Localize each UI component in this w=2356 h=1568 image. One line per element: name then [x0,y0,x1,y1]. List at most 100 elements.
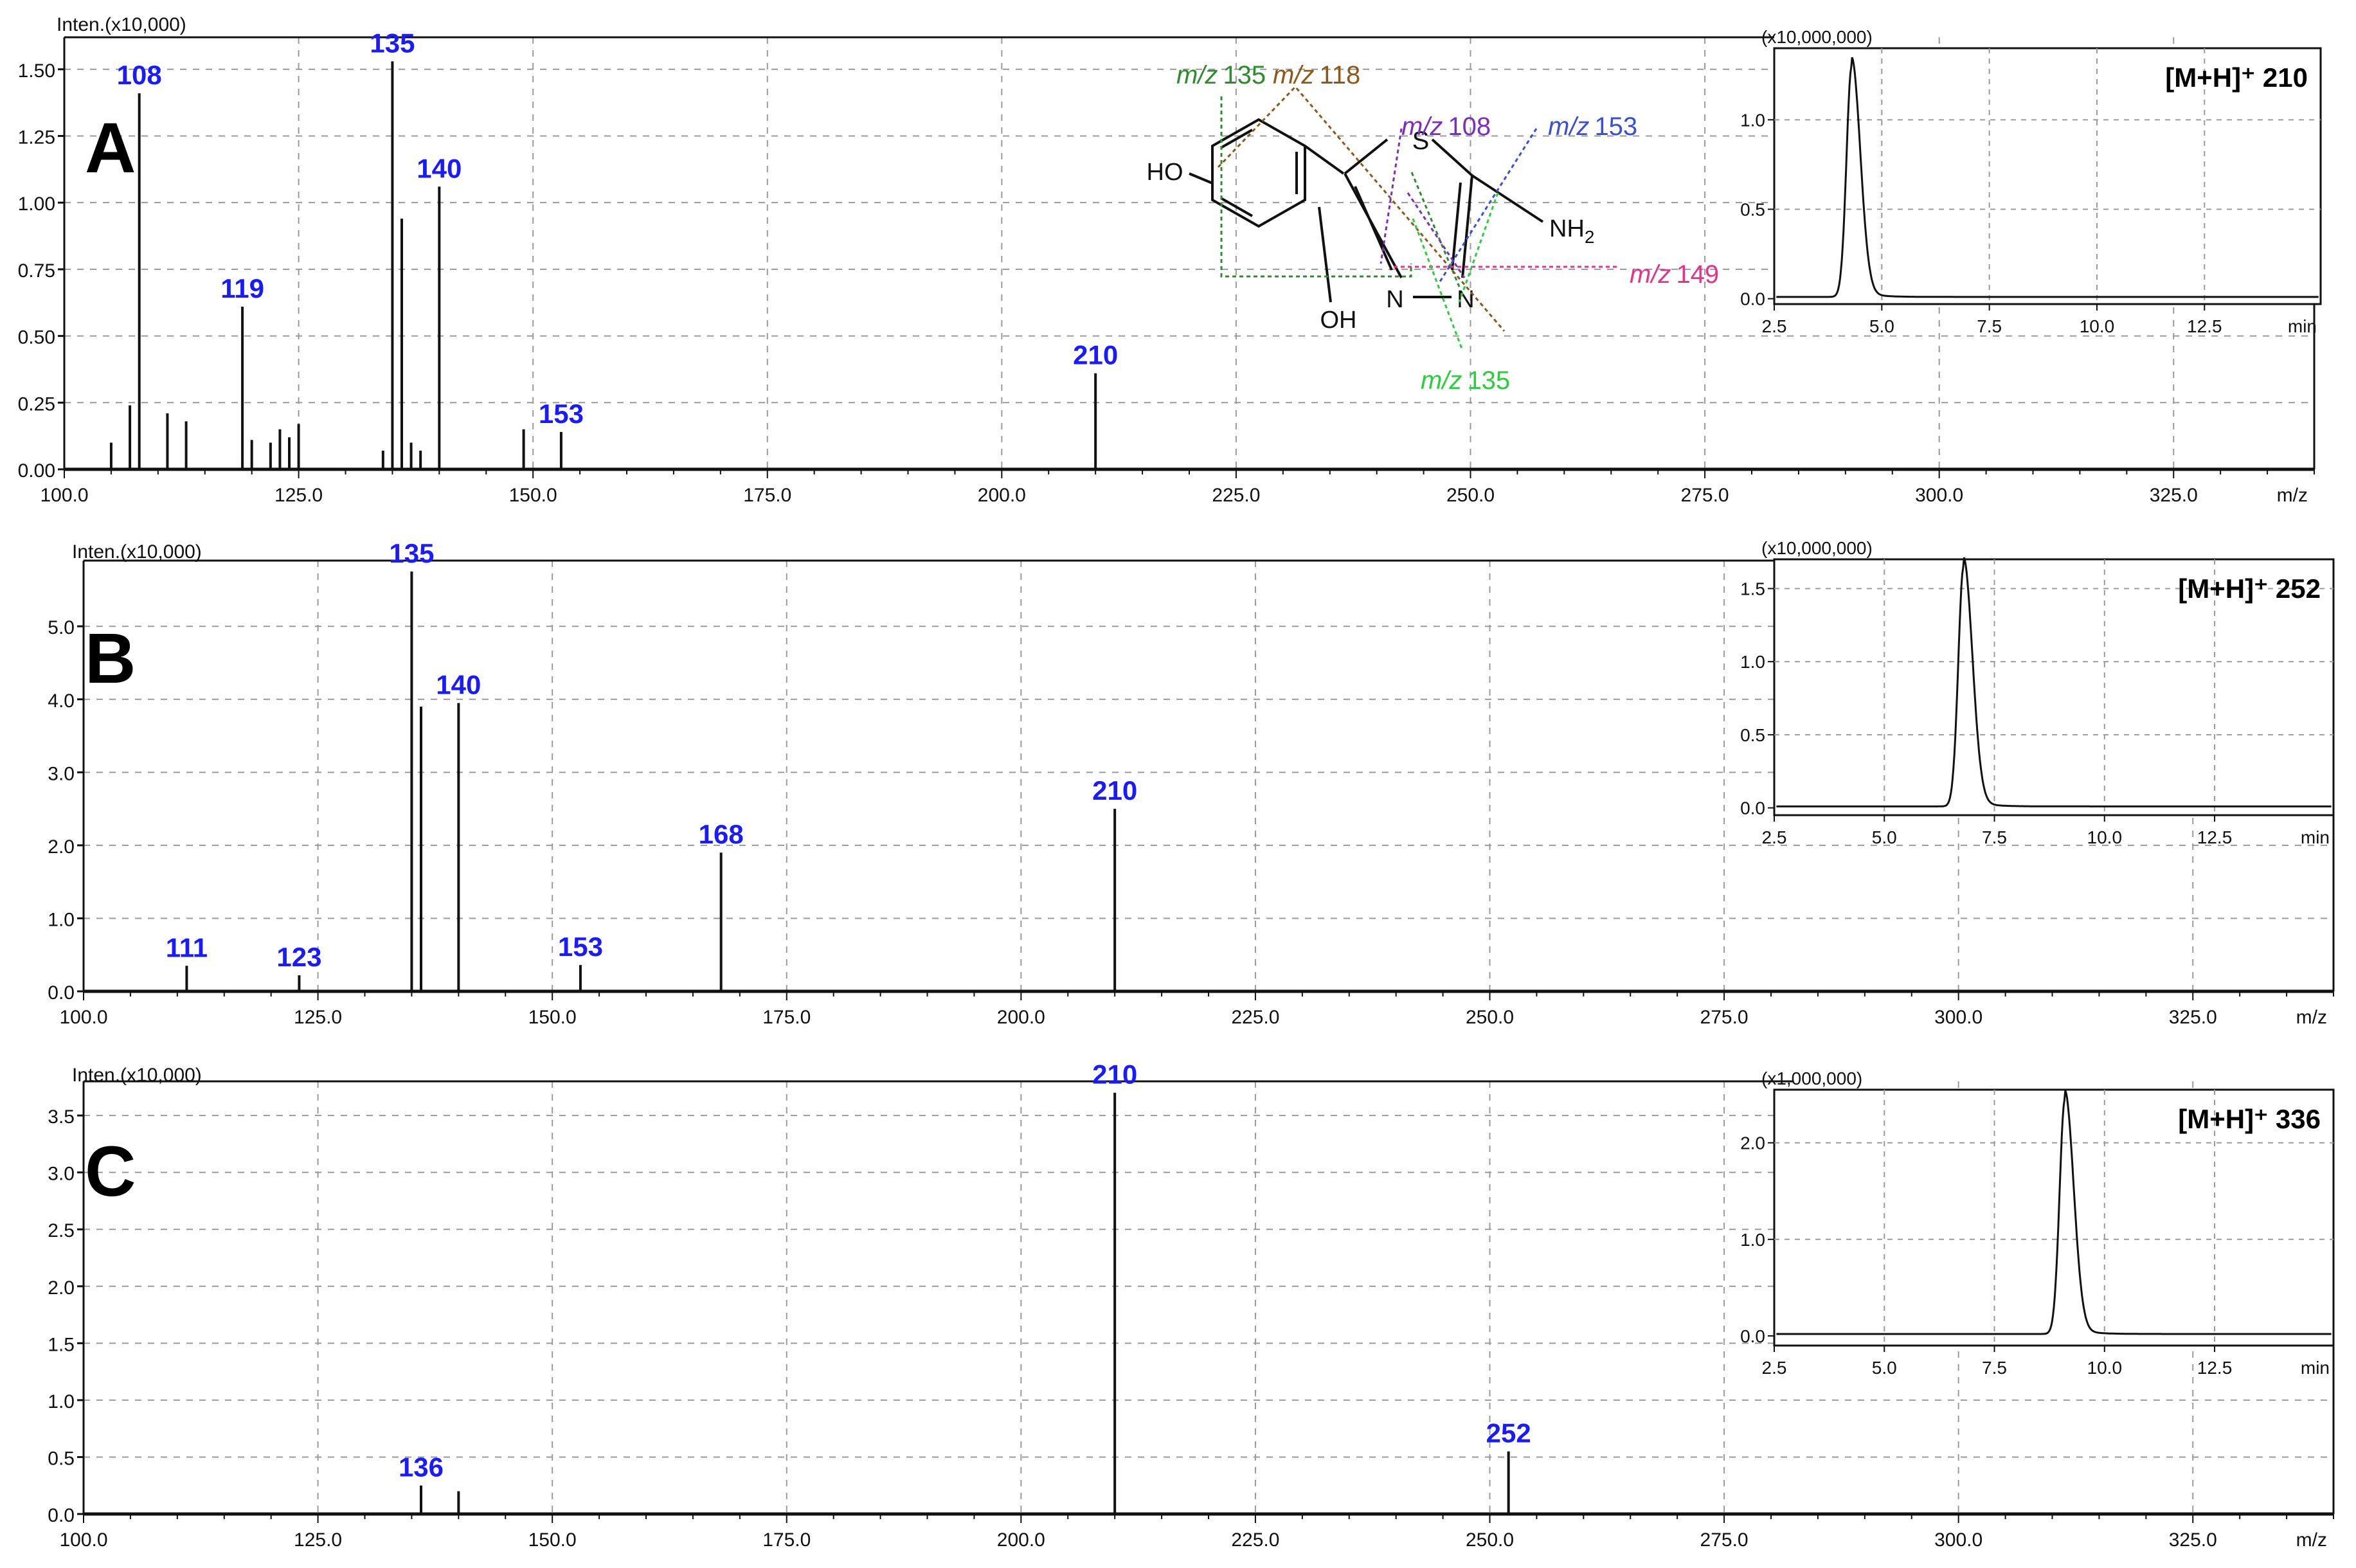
chromatogram-trace [1776,557,2332,807]
peak-label: 111 [166,932,208,962]
inset-x-tick-label: 7.5 [1982,827,2007,847]
atom-nh2-main: NH [1549,215,1585,242]
atom-oh: OH [1320,307,1357,334]
y-tick-label: 0.0 [48,1505,75,1526]
y-tick-label: 0.0 [48,982,75,1004]
inset-y-tick-label: 0.0 [1740,798,1765,818]
benzene-inner-bond-3 [1220,129,1253,149]
frag-149-prefix: m/z [1630,260,1671,289]
inset-x-tick-label: 10.0 [2080,316,2115,336]
peak-label: 168 [699,819,744,849]
y-tick-label: 3.0 [48,763,75,784]
x-axis-label: m/z [2296,1529,2327,1551]
intensity-units-label: Inten.(x10,000) [57,14,186,35]
y-tick-label: 2.0 [48,1277,75,1299]
y-tick-label: 1.5 [48,1334,75,1355]
frag-line-135-top [1220,96,1412,278]
peak-label: 123 [276,942,321,972]
x-tick-label: 100.0 [40,485,88,506]
peak-label: 210 [1092,775,1137,806]
peak-label: 108 [117,60,162,90]
frag-label-135-bottom: m/z 135 [1421,366,1510,395]
frag-line-108 [1380,128,1403,264]
x-tick-label: 150.0 [528,1007,577,1028]
y-tick-label: 3.5 [48,1106,75,1128]
frag-135-bottom-prefix: m/z [1421,366,1462,395]
frag-118-prefix: m/z [1273,61,1314,89]
y-tick-label: 3.0 [48,1164,75,1185]
panel-c: 0.0 0.5 1.0 1.5 2.0 2.5 3.0 3.5 100.0 125.0 150.0 1… [48,1059,2335,1551]
y-tick-label: 0.50 [18,327,55,348]
x-tick-label: 250.0 [1466,1529,1514,1551]
peak-label: 252 [1486,1418,1531,1448]
panel-letter: A [85,109,136,188]
x-tick-label: 100.0 [59,1007,107,1028]
x-tick-label: 125.0 [294,1007,342,1028]
peak-label: 140 [436,669,481,699]
inset-y-tick-label: 2.0 [1740,1133,1765,1153]
frag-line-135-bottom [1412,218,1464,351]
y-tick-label: 0.75 [18,260,55,282]
chemical-structure: HO OH S N N NH2 m/z 135 m/z 118 m/z 108 m/z… [1147,61,1720,395]
inset-y-tick-label: 1.0 [1740,652,1765,672]
x-tick-label: 175.0 [743,485,791,506]
y-tick-label: 2.0 [48,836,75,858]
frag-135-top-prefix: m/z [1176,61,1218,89]
frag-135-top-value: 135 [1223,61,1266,89]
benzene-ring [1211,118,1306,228]
inset-chromatogram: 2.5 5.0 7.5 10.0 12.5 0.0 0.5 1.0 1.5 min (x10,000… [1740,538,2335,847]
y-tick-label: 1.0 [48,909,75,930]
x-axis-label: m/z [2296,1007,2327,1028]
ring-bond-s-c [1431,138,1473,177]
inset-units-label: (x1,000,000) [1761,1068,1862,1088]
panel-letter: B [85,619,136,698]
panel-b: 0.0 1.0 2.0 3.0 4.0 5.0 100.0 125.0 150.0 175.0 20… [48,538,2335,1028]
peak-label: 140 [417,153,462,183]
peak-label: 119 [220,273,264,303]
panel-a: 0.00 0.25 0.50 0.75 1.00 1.25 1.50 100.0 125.0 15… [18,14,2322,506]
inset-x-tick-label: 12.5 [2187,316,2222,336]
intensity-units-label: Inten.(x10,000) [72,1065,202,1086]
x-tick-label: 200.0 [997,1007,1045,1028]
x-tick-label: 200.0 [978,485,1026,506]
y-tick-label: 4.0 [48,690,75,712]
inset-y-tick-label: 0.5 [1740,199,1765,219]
ho-bond [1189,172,1213,185]
y-tick-label: 0.25 [18,393,55,415]
atom-s: S [1412,127,1430,155]
y-tick-label: 1.00 [18,194,55,215]
y-tick-label: 1.25 [18,127,55,148]
peak-label: 136 [399,1452,444,1482]
x-tick-label: 125.0 [274,485,323,506]
inset-ion-label: [M+H]⁺ 252 [2178,573,2321,604]
x-tick-label: 150.0 [509,485,557,506]
ring-bond-c-n [1461,175,1473,278]
peak-label: 153 [558,932,603,962]
y-tick-label: 5.0 [48,617,75,638]
frag-label-118: m/z 118 [1273,61,1360,89]
inset-y-tick-label: 1.0 [1740,110,1765,130]
x-tick-label: 100.0 [59,1529,107,1551]
x-tick-label: 175.0 [762,1007,811,1028]
inset-x-tick-label: 7.5 [1982,1358,2007,1378]
frag-label-153: m/z 153 [1548,113,1637,141]
peak-label: 210 [1073,340,1118,370]
inset-x-axis-label: min [2301,1358,2330,1378]
intensity-units-label: Inten.(x10,000) [72,541,202,563]
y-tick-label: 0.00 [18,460,55,482]
inset-y-tick-label: 1.0 [1740,1230,1765,1250]
frag-153-value: 153 [1594,113,1637,141]
inset-y-tick-label: 0.0 [1740,1326,1765,1346]
atom-ho: HO [1147,159,1183,186]
frag-line-118 [1217,85,1506,332]
inset-x-tick-label: 7.5 [1977,316,2002,336]
peak-label: 153 [539,399,584,429]
frag-line-108-b [1407,192,1466,278]
x-tick-label: 225.0 [1231,1007,1279,1028]
peak-label: 210 [1092,1059,1137,1090]
inset-y-tick-label: 0.0 [1740,289,1765,309]
x-tick-label: 150.0 [528,1529,577,1551]
atom-n-left: N [1386,286,1403,313]
inset-frame [1773,47,2322,305]
